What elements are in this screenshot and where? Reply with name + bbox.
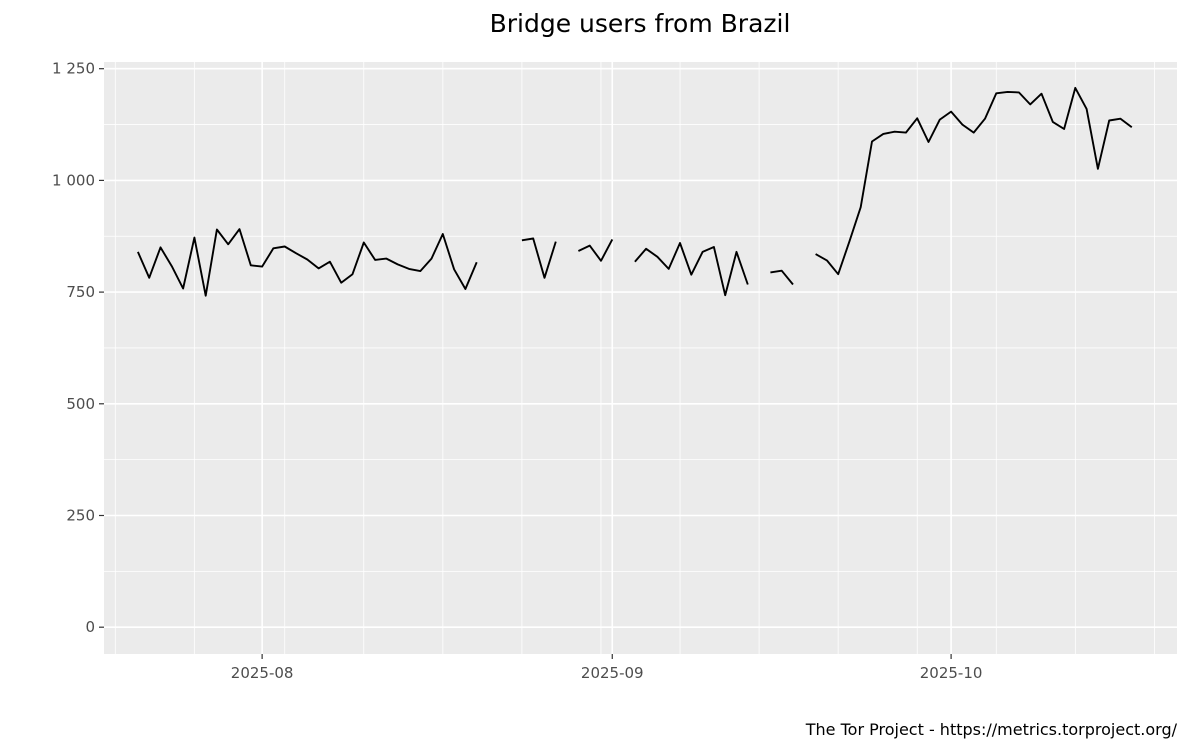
y-tick-label: 250: [66, 506, 95, 524]
x-tick-label: 2025-10: [920, 664, 983, 682]
major-gridlines: [104, 62, 1177, 654]
minor-gridlines: [104, 62, 1177, 654]
chart-title: Bridge users from Brazil: [490, 9, 791, 38]
y-axis: 0 250 500 750 1 000 1 250: [52, 60, 104, 636]
y-tick-label: 1 000: [52, 171, 95, 189]
series-line-segment: [815, 86, 1133, 276]
series-line-segment: [770, 269, 794, 286]
x-axis: 2025-08 2025-09 2025-10: [231, 654, 983, 682]
y-tick-label: 0: [85, 618, 95, 636]
series-line-segment: [634, 242, 749, 297]
series-line-segment: [521, 237, 557, 279]
series-line-segment: [137, 228, 478, 297]
x-tick-label: 2025-09: [581, 664, 644, 682]
x-tick-label: 2025-08: [231, 664, 294, 682]
chart-caption: The Tor Project - https://metrics.torpro…: [805, 720, 1178, 739]
series-line-segment: [577, 238, 614, 262]
series-layer: [137, 86, 1133, 297]
y-tick-label: 500: [66, 395, 95, 413]
plot-panel: [104, 62, 1177, 654]
y-tick-label: 1 250: [52, 60, 95, 78]
y-tick-label: 750: [66, 283, 95, 301]
